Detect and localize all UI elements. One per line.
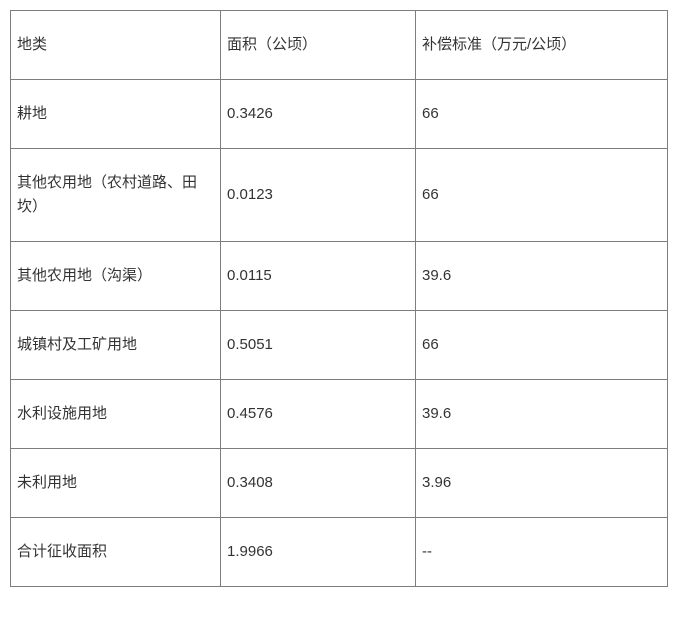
table-header-row: 地类 面积（公顷） 补偿标准（万元/公顷） <box>11 11 668 80</box>
header-cell: 地类 <box>11 11 221 80</box>
cell: 合计征收面积 <box>11 518 221 587</box>
header-cell: 补偿标准（万元/公顷） <box>416 11 668 80</box>
cell: 0.3426 <box>221 80 416 149</box>
cell: 66 <box>416 149 668 242</box>
table-row: 其他农用地（沟渠） 0.0115 39.6 <box>11 242 668 311</box>
cell: 39.6 <box>416 380 668 449</box>
cell: 0.0123 <box>221 149 416 242</box>
cell: -- <box>416 518 668 587</box>
cell: 未利用地 <box>11 449 221 518</box>
cell: 0.4576 <box>221 380 416 449</box>
table-row: 未利用地 0.3408 3.96 <box>11 449 668 518</box>
cell: 39.6 <box>416 242 668 311</box>
compensation-table: 地类 面积（公顷） 补偿标准（万元/公顷） 耕地 0.3426 66 其他农用地… <box>10 10 668 587</box>
cell: 其他农用地（沟渠） <box>11 242 221 311</box>
cell: 3.96 <box>416 449 668 518</box>
cell: 其他农用地（农村道路、田坎） <box>11 149 221 242</box>
cell: 66 <box>416 311 668 380</box>
cell: 1.9966 <box>221 518 416 587</box>
cell: 0.5051 <box>221 311 416 380</box>
cell: 城镇村及工矿用地 <box>11 311 221 380</box>
table-row: 耕地 0.3426 66 <box>11 80 668 149</box>
header-cell: 面积（公顷） <box>221 11 416 80</box>
table-row: 水利设施用地 0.4576 39.6 <box>11 380 668 449</box>
table-row: 合计征收面积 1.9966 -- <box>11 518 668 587</box>
cell: 66 <box>416 80 668 149</box>
cell: 耕地 <box>11 80 221 149</box>
cell: 水利设施用地 <box>11 380 221 449</box>
cell: 0.3408 <box>221 449 416 518</box>
table-row: 其他农用地（农村道路、田坎） 0.0123 66 <box>11 149 668 242</box>
cell: 0.0115 <box>221 242 416 311</box>
table-row: 城镇村及工矿用地 0.5051 66 <box>11 311 668 380</box>
